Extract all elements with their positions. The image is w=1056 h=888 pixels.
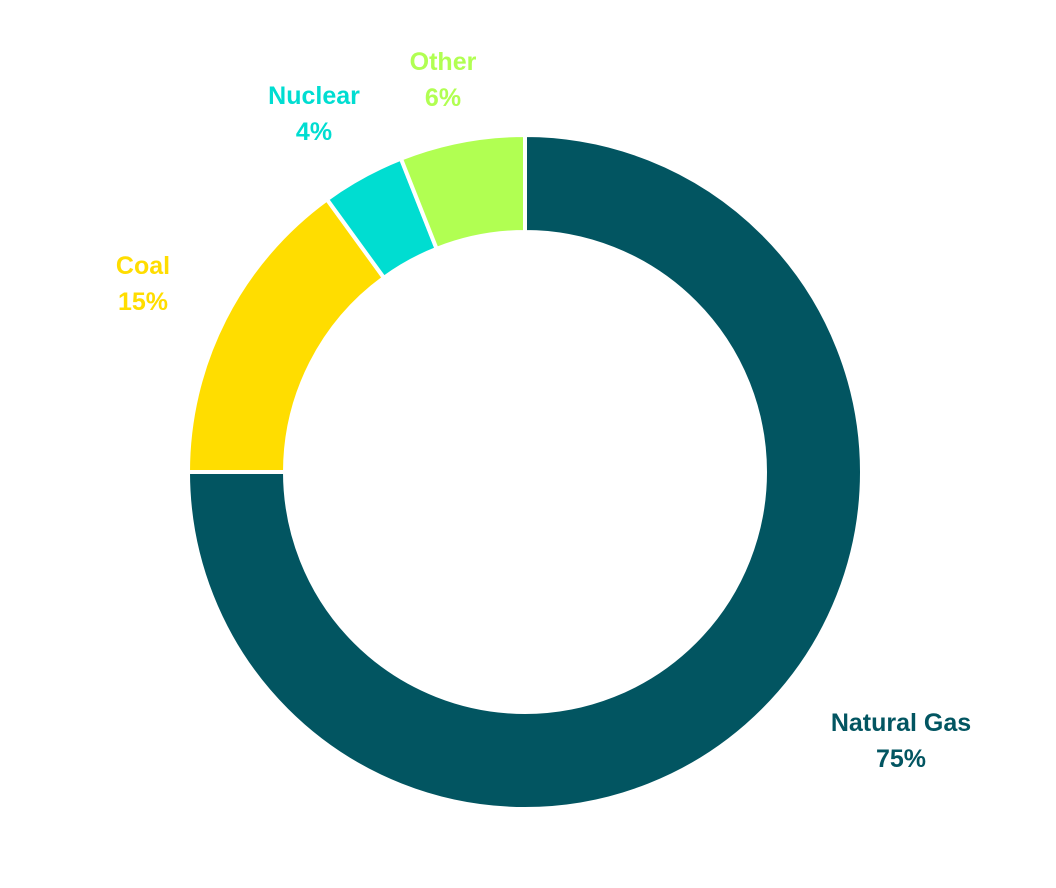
slice-label-value: 6% <box>425 84 461 112</box>
slice-label-value: 15% <box>118 288 168 316</box>
slice-label-name: Other <box>410 48 477 76</box>
slice-label-value: 4% <box>296 118 332 146</box>
slice-label-other: Other 6% <box>410 48 477 112</box>
slice-label-natural-gas: Natural Gas 75% <box>831 709 971 773</box>
slice-label-coal: Coal 15% <box>116 252 170 316</box>
slice-label-name: Nuclear <box>268 82 360 110</box>
donut-slices <box>185 132 864 811</box>
slice-other <box>398 132 527 252</box>
slice-labels: Natural Gas 75% Coal 15% Nuclear 4% Other 6% <box>116 48 971 773</box>
slice-label-name: Coal <box>116 252 170 280</box>
slice-label-name: Natural Gas <box>831 709 971 737</box>
slice-natural-gas <box>185 132 864 811</box>
slice-label-nuclear: Nuclear 4% <box>268 82 360 146</box>
slice-label-value: 75% <box>876 745 926 773</box>
